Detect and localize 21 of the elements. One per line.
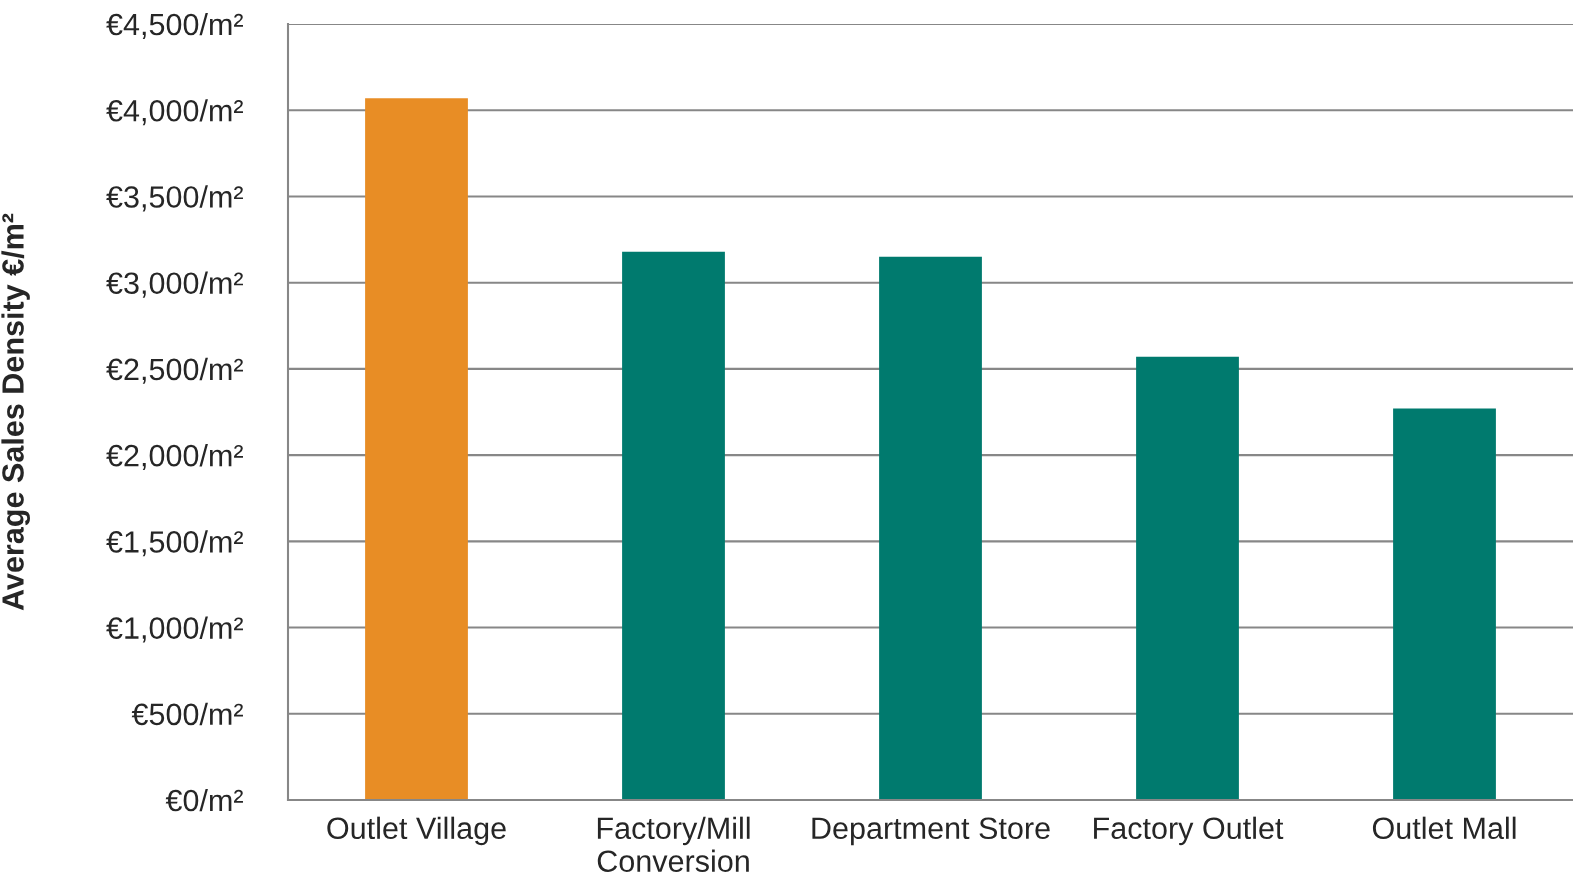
y-tick-label: €4,500/m² bbox=[106, 12, 243, 39]
x-tick-label: Outlet Mall bbox=[1372, 816, 1516, 840]
y-tick-label: €1,500/m² bbox=[106, 530, 243, 557]
y-tick-label: €0/m² bbox=[165, 788, 243, 812]
bar bbox=[1136, 356, 1239, 800]
y-tick-label: €3,000/m² bbox=[106, 271, 243, 298]
y-tick-label: €3,500/m² bbox=[106, 185, 243, 212]
x-tick-label: Factory/Mill Conversion bbox=[597, 816, 750, 873]
y-axis-title: Average Sales Density €/m² bbox=[1, 213, 30, 611]
x-tick-label: Outlet Village bbox=[327, 816, 506, 846]
bar bbox=[1393, 408, 1496, 800]
y-tick-label: €1,000/m² bbox=[106, 616, 243, 643]
y-tick-label: €2,000/m² bbox=[106, 444, 243, 471]
y-tick-label: €500/m² bbox=[131, 702, 243, 726]
y-tick-label: €4,000/m² bbox=[106, 99, 243, 126]
bar bbox=[365, 98, 468, 800]
bar bbox=[879, 256, 982, 800]
y-tick-label: €2,500/m² bbox=[106, 357, 243, 384]
bar bbox=[622, 251, 725, 800]
x-tick-label: Department Store bbox=[812, 817, 1050, 846]
x-tick-label: Factory Outlet bbox=[1094, 816, 1284, 846]
